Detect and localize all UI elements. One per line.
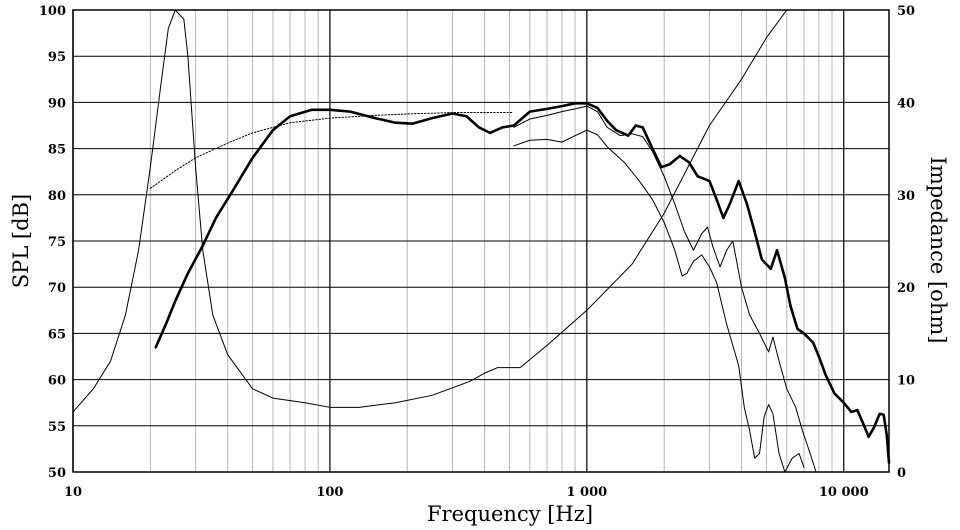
series-line-4 <box>149 112 513 189</box>
x-tick-label: 10 000 <box>819 485 869 500</box>
x-axis-title: Frequency [Hz] <box>427 502 593 526</box>
series-line-1 <box>154 102 891 465</box>
y-tick-label-left: 70 <box>48 281 66 296</box>
y-tick-label-left: 95 <box>48 50 66 65</box>
x-tick-label: 10 <box>64 485 82 500</box>
y-tick-label-left: 60 <box>48 374 66 389</box>
x-tick-label: 100 <box>316 485 343 500</box>
y-tick-label-right: 50 <box>897 4 915 19</box>
y-tick-label-left: 55 <box>48 420 66 435</box>
series-line-2 <box>513 105 817 473</box>
tick-labels: 10 100 1 000 10 000100959085807570656055505… <box>39 4 915 500</box>
y-tick-label-right: 10 <box>897 374 915 389</box>
y-tick-label-left: 80 <box>48 189 66 204</box>
y-tick-label-right: 30 <box>897 189 915 204</box>
y-tick-label-left: 90 <box>48 96 66 111</box>
y-tick-label-left: 75 <box>48 235 66 250</box>
y-tick-label-left: 100 <box>39 4 66 19</box>
plot-frame <box>72 9 890 473</box>
x-tick-label: 1 000 <box>566 485 607 500</box>
y-tick-label-left: 65 <box>48 327 66 342</box>
y-tick-label-left: 85 <box>48 143 66 158</box>
y-tick-label-left: 50 <box>48 466 66 481</box>
y-tick-label-right: 40 <box>897 96 915 111</box>
y-axis-title-right: Impedance [ohm] <box>926 157 950 344</box>
y-axis-title-left: SPL [dB] <box>9 194 33 288</box>
series-line-5 <box>72 9 788 413</box>
series-layer <box>72 9 891 473</box>
y-tick-label-right: 0 <box>897 466 906 481</box>
y-tick-label-right: 20 <box>897 281 915 296</box>
series-line-3 <box>513 129 805 473</box>
